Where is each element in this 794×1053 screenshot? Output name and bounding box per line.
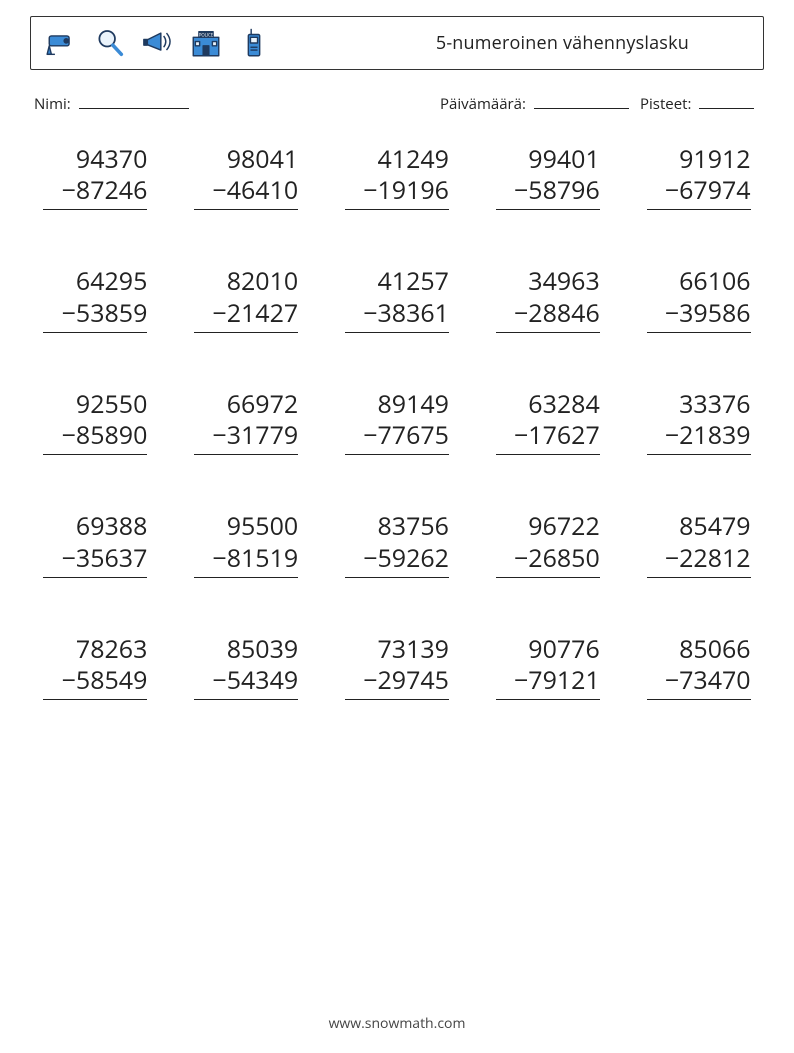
minuend: 99401 [496, 144, 600, 175]
megaphone-icon [141, 26, 175, 60]
score-label: Pisteet: [640, 94, 691, 114]
minuend: 96722 [496, 511, 600, 542]
footer-url: www.snowmath.com [0, 1014, 794, 1033]
minuend: 73139 [345, 634, 449, 665]
subtrahend: −28846 [496, 298, 600, 333]
magnifier-icon [93, 26, 127, 60]
date-label: Päivämäärä: [440, 94, 526, 114]
minuend: 85066 [647, 634, 751, 665]
minuend: 66972 [194, 389, 298, 420]
minuend: 94370 [43, 144, 147, 175]
subtraction-problem: 64295−53859 [43, 266, 147, 333]
minuend: 66106 [647, 266, 751, 297]
subtrahend: −87246 [43, 175, 147, 210]
minuend: 34963 [496, 266, 600, 297]
subtraction-problem: 33376−21839 [647, 389, 751, 456]
icon-strip: POLICE [45, 26, 271, 60]
subtrahend: −31779 [194, 420, 298, 455]
subtrahend: −77675 [345, 420, 449, 455]
minuend: 89149 [345, 389, 449, 420]
subtraction-problem: 90776−79121 [496, 634, 600, 701]
minuend: 33376 [647, 389, 751, 420]
subtraction-problem: 92550−85890 [43, 389, 147, 456]
minuend: 85039 [194, 634, 298, 665]
subtraction-problem: 85039−54349 [194, 634, 298, 701]
subtrahend: −19196 [345, 175, 449, 210]
subtraction-problem: 41249−19196 [345, 144, 449, 211]
worksheet-header: POLICE 5-numeroinen vähennyslasku [30, 16, 764, 70]
subtrahend: −26850 [496, 543, 600, 578]
subtraction-problem: 91912−67974 [647, 144, 751, 211]
minuend: 64295 [43, 266, 147, 297]
date-field: Päivämäärä: [440, 92, 640, 114]
subtraction-problem: 95500−81519 [194, 511, 298, 578]
date-blank[interactable] [534, 92, 629, 109]
svg-text:POLICE: POLICE [199, 33, 214, 39]
minuend: 92550 [43, 389, 147, 420]
subtrahend: −21427 [194, 298, 298, 333]
subtraction-problem: 69388−35637 [43, 511, 147, 578]
minuend: 41249 [345, 144, 449, 175]
name-field: Nimi: [34, 92, 440, 114]
subtraction-problem: 98041−46410 [194, 144, 298, 211]
subtraction-problem: 85479−22812 [647, 511, 751, 578]
subtrahend: −21839 [647, 420, 751, 455]
subtraction-problem: 94370−87246 [43, 144, 147, 211]
subtrahend: −22812 [647, 543, 751, 578]
subtraction-problem: 63284−17627 [496, 389, 600, 456]
name-blank[interactable] [79, 92, 189, 109]
subtraction-problem: 34963−28846 [496, 266, 600, 333]
police-station-icon: POLICE [189, 26, 223, 60]
subtrahend: −53859 [43, 298, 147, 333]
minuend: 63284 [496, 389, 600, 420]
subtrahend: −58549 [43, 665, 147, 700]
subtraction-problem: 78263−58549 [43, 634, 147, 701]
problem-grid: 94370−8724698041−4641041249−1919699401−5… [30, 144, 764, 701]
subtraction-problem: 73139−29745 [345, 634, 449, 701]
subtrahend: −59262 [345, 543, 449, 578]
subtraction-problem: 66106−39586 [647, 266, 751, 333]
info-row: Nimi: Päivämäärä: Pisteet: [30, 92, 764, 114]
subtraction-problem: 96722−26850 [496, 511, 600, 578]
minuend: 78263 [43, 634, 147, 665]
subtraction-problem: 89149−77675 [345, 389, 449, 456]
minuend: 95500 [194, 511, 298, 542]
subtraction-problem: 83756−59262 [345, 511, 449, 578]
subtraction-problem: 66972−31779 [194, 389, 298, 456]
subtrahend: −58796 [496, 175, 600, 210]
subtraction-problem: 41257−38361 [345, 266, 449, 333]
subtraction-problem: 82010−21427 [194, 266, 298, 333]
minuend: 91912 [647, 144, 751, 175]
subtrahend: −54349 [194, 665, 298, 700]
subtrahend: −17627 [496, 420, 600, 455]
subtraction-problem: 99401−58796 [496, 144, 600, 211]
subtrahend: −67974 [647, 175, 751, 210]
score-blank[interactable] [699, 92, 754, 109]
subtrahend: −81519 [194, 543, 298, 578]
camera-icon [45, 26, 79, 60]
minuend: 82010 [194, 266, 298, 297]
subtrahend: −39586 [647, 298, 751, 333]
minuend: 41257 [345, 266, 449, 297]
walkie-talkie-icon [237, 26, 271, 60]
subtrahend: −35637 [43, 543, 147, 578]
subtrahend: −85890 [43, 420, 147, 455]
minuend: 83756 [345, 511, 449, 542]
minuend: 98041 [194, 144, 298, 175]
worksheet-title: 5-numeroinen vähennyslasku [436, 31, 749, 55]
subtrahend: −73470 [647, 665, 751, 700]
subtrahend: −79121 [496, 665, 600, 700]
subtraction-problem: 85066−73470 [647, 634, 751, 701]
minuend: 69388 [43, 511, 147, 542]
subtrahend: −46410 [194, 175, 298, 210]
minuend: 85479 [647, 511, 751, 542]
name-label: Nimi: [34, 94, 71, 114]
score-field: Pisteet: [640, 92, 760, 114]
subtrahend: −38361 [345, 298, 449, 333]
minuend: 90776 [496, 634, 600, 665]
subtrahend: −29745 [345, 665, 449, 700]
